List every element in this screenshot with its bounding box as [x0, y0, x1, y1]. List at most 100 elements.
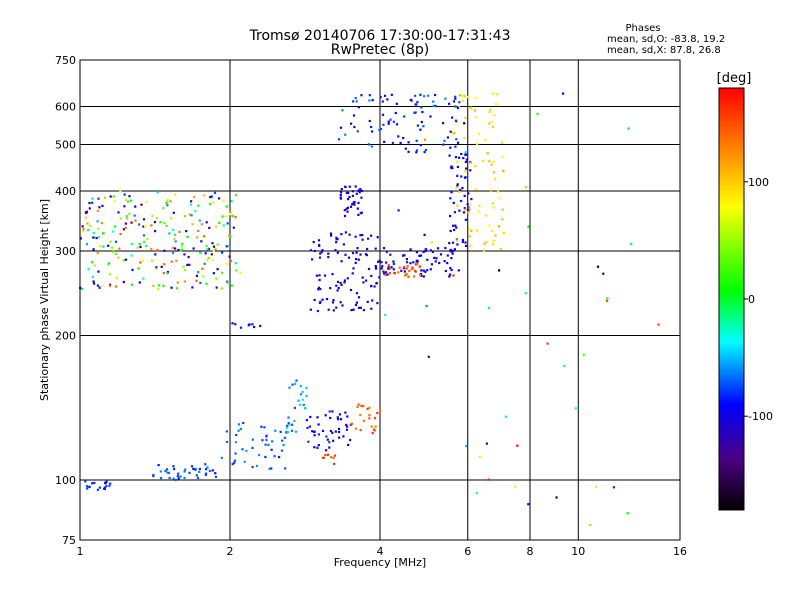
data-point	[395, 102, 398, 105]
data-point	[357, 306, 361, 309]
data-point	[464, 176, 467, 179]
data-point	[316, 309, 319, 313]
data-point	[460, 175, 463, 178]
data-point	[343, 281, 346, 284]
data-point	[321, 249, 324, 252]
data-point	[331, 301, 335, 304]
data-point	[93, 481, 96, 485]
data-point	[458, 190, 461, 194]
data-point	[146, 237, 149, 241]
data-point	[367, 267, 371, 271]
data-point	[405, 267, 408, 270]
data-point	[154, 267, 158, 270]
data-point	[432, 100, 435, 103]
chart-title: Tromsø 20140706 17:30:00-17:31:43	[249, 28, 511, 44]
data-point	[483, 242, 486, 245]
data-point	[325, 449, 328, 452]
data-point	[370, 285, 373, 288]
data-point	[359, 188, 362, 191]
data-point	[336, 289, 339, 292]
data-point	[92, 248, 95, 251]
data-point	[173, 233, 177, 236]
data-point	[422, 269, 425, 272]
data-point	[336, 251, 339, 254]
data-point	[184, 269, 187, 272]
data-point	[606, 297, 609, 300]
data-point	[211, 242, 214, 245]
data-point	[113, 200, 116, 203]
data-point	[468, 207, 471, 210]
data-point	[317, 288, 320, 291]
data-point	[329, 429, 332, 433]
data-point	[96, 488, 99, 491]
data-point	[430, 263, 433, 266]
data-point	[130, 254, 133, 257]
data-point	[448, 154, 451, 157]
data-point	[356, 207, 359, 210]
data-point	[453, 132, 456, 135]
data-point	[270, 448, 273, 451]
data-point	[305, 386, 308, 390]
data-point	[420, 274, 423, 277]
data-point	[177, 472, 180, 475]
data-point	[235, 269, 238, 272]
data-point	[458, 101, 461, 104]
x-tick-label: 1	[77, 545, 84, 558]
data-point	[96, 227, 100, 231]
data-point	[166, 204, 169, 207]
data-point	[247, 324, 250, 327]
data-point	[208, 226, 211, 229]
data-point	[469, 161, 472, 164]
data-point	[357, 189, 360, 192]
data-point	[354, 235, 357, 238]
data-point	[430, 241, 433, 244]
data-point	[263, 426, 266, 429]
data-point	[335, 241, 338, 244]
data-point	[102, 232, 105, 235]
data-point	[443, 260, 446, 263]
data-point	[137, 267, 140, 270]
data-point	[190, 200, 193, 203]
data-point	[426, 258, 429, 261]
data-point	[108, 484, 111, 487]
data-point	[186, 235, 189, 238]
data-point	[414, 111, 417, 114]
data-point	[422, 125, 425, 128]
data-point	[468, 235, 471, 238]
data-point	[382, 270, 385, 273]
data-point	[196, 236, 199, 239]
data-point	[102, 245, 105, 248]
data-point	[309, 415, 312, 419]
data-point	[284, 467, 287, 470]
data-point	[383, 272, 386, 275]
data-point	[458, 156, 461, 159]
data-point	[442, 122, 445, 125]
data-point	[374, 425, 377, 428]
data-point	[429, 268, 432, 271]
data-point	[319, 288, 322, 291]
data-point	[191, 286, 194, 289]
data-point	[318, 256, 322, 259]
phase-stats-o: mean, sd,O: -83.8, 19.2	[607, 34, 725, 45]
data-point	[294, 382, 297, 385]
data-point	[336, 418, 340, 421]
colorbar-tick-label: 100	[748, 176, 769, 189]
data-point	[420, 120, 423, 124]
data-point	[162, 272, 165, 275]
data-point	[124, 222, 127, 225]
data-point	[498, 225, 501, 228]
data-point	[96, 284, 99, 287]
data-point	[392, 268, 395, 271]
data-point	[365, 279, 368, 282]
data-point	[218, 221, 221, 224]
data-point	[488, 122, 491, 125]
data-point	[498, 269, 501, 272]
data-point	[198, 219, 201, 222]
data-point	[467, 192, 470, 195]
data-point	[125, 198, 128, 202]
data-point	[93, 282, 96, 285]
data-point	[142, 277, 145, 280]
data-point	[343, 209, 346, 212]
data-point	[414, 263, 417, 266]
data-point	[484, 138, 487, 141]
